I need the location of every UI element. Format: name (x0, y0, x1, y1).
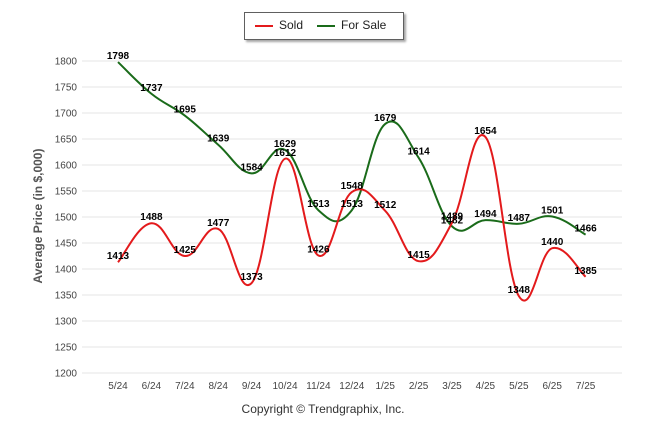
y-tick-label: 1750 (55, 83, 78, 94)
data-label-sold: 1489 (441, 212, 464, 223)
x-tick-label: 1/25 (375, 381, 395, 392)
data-label-for-sale: 1798 (107, 51, 130, 62)
legend-swatch-sold (255, 24, 273, 27)
data-label-for-sale: 1629 (274, 139, 297, 150)
data-label-sold: 1654 (474, 126, 497, 137)
x-tick-label: 12/24 (339, 381, 364, 392)
y-tick-label: 1800 (55, 57, 78, 68)
series-line-for-sale[interactable] (117, 61, 587, 236)
data-label-sold: 1477 (207, 218, 230, 229)
data-label-for-sale: 1487 (508, 213, 531, 224)
x-tick-label: 9/24 (242, 381, 262, 392)
data-label-for-sale: 1513 (341, 199, 364, 210)
y-tick-label: 1550 (55, 187, 78, 198)
data-label-for-sale: 1584 (240, 162, 263, 173)
y-tick-label: 1300 (55, 317, 78, 328)
x-tick-label: 10/24 (272, 381, 297, 392)
data-label-sold: 1488 (140, 212, 163, 223)
x-tick-label: 6/24 (142, 381, 162, 392)
data-label-for-sale: 1679 (374, 113, 397, 124)
x-tick-label: 7/25 (576, 381, 596, 392)
legend-item-sold[interactable]: Sold (255, 18, 303, 32)
data-label-for-sale: 1466 (574, 224, 597, 235)
y-tick-label: 1450 (55, 239, 78, 250)
y-tick-label: 1600 (55, 161, 78, 172)
data-label-sold: 1440 (541, 237, 564, 248)
data-label-sold: 1426 (307, 244, 330, 255)
y-tick-label: 1650 (55, 135, 78, 146)
data-label-sold: 1548 (341, 181, 364, 192)
x-tick-label: 6/25 (542, 381, 562, 392)
data-label-for-sale: 1614 (407, 147, 430, 158)
y-tick-label: 1350 (55, 291, 78, 302)
data-label-sold: 1415 (407, 250, 430, 261)
legend: Sold For Sale (244, 12, 404, 40)
x-tick-label: 3/25 (442, 381, 462, 392)
y-tick-label: 1500 (55, 213, 78, 224)
legend-label-sold: Sold (279, 18, 304, 32)
y-tick-label: 1400 (55, 265, 78, 276)
x-tick-label: 5/24 (108, 381, 128, 392)
y-tick-label: 1700 (55, 109, 78, 120)
data-label-for-sale: 1482 (441, 215, 464, 226)
data-label-for-sale: 1695 (174, 105, 197, 116)
x-tick-label: 8/24 (208, 381, 228, 392)
data-label-sold: 1612 (274, 148, 297, 159)
series-line-sold[interactable] (117, 134, 587, 302)
data-label-sold: 1512 (374, 200, 397, 211)
x-tick-label: 5/25 (509, 381, 529, 392)
data-label-sold: 1413 (107, 251, 130, 262)
x-tick-label: 2/25 (409, 381, 429, 392)
x-tick-label: 7/24 (175, 381, 195, 392)
data-label-sold: 1373 (240, 272, 263, 283)
legend-swatch-for-sale (317, 24, 335, 27)
y-tick-labels: 1200 1250 1300 1350 1400 1450 1500 1550 1600 1650… (55, 57, 78, 380)
data-label-for-sale: 1737 (140, 83, 163, 94)
y-tick-label: 1200 (55, 369, 78, 380)
legend-item-for-sale[interactable]: For Sale (317, 18, 386, 32)
data-label-for-sale: 1639 (207, 134, 230, 145)
data-label-for-sale: 1494 (474, 209, 497, 220)
legend-label-for-sale: For Sale (341, 18, 387, 32)
y-tick-label: 1250 (55, 343, 78, 354)
x-tick-label: 11/24 (306, 381, 331, 392)
data-labels: 1413 1488 1425 1477 1373 1612 1426 1548 1512 1415… (107, 51, 597, 296)
data-label-sold: 1425 (174, 245, 197, 256)
x-tick-labels: 5/24 6/24 7/24 8/24 9/24 10/24 11/24 12/24 1/25 2… (108, 381, 596, 392)
copyright-text: Copyright © Trendgraphix, Inc. (241, 402, 405, 416)
data-label-sold: 1348 (508, 285, 531, 296)
data-label-for-sale: 1513 (307, 199, 330, 210)
grid-lines (82, 60, 622, 374)
data-label-sold: 1385 (574, 266, 597, 277)
x-tick-label: 4/25 (476, 381, 496, 392)
y-axis-label: Average Price (in $,000) (31, 149, 45, 284)
data-label-for-sale: 1501 (541, 205, 564, 216)
series-lines (117, 61, 587, 302)
